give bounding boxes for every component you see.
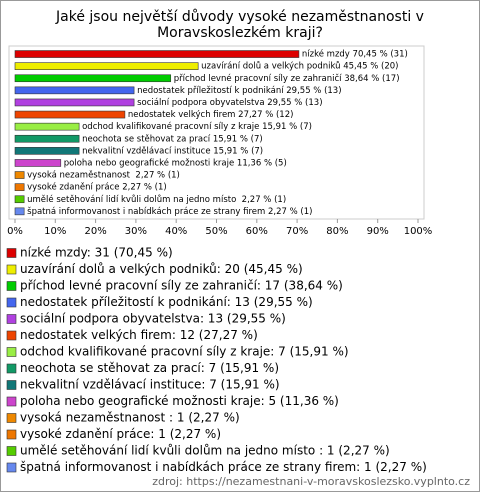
legend-swatch bbox=[6, 264, 17, 275]
legend-swatch bbox=[6, 347, 17, 357]
x-tick-label: 0% bbox=[7, 226, 23, 237]
value-label: poloha nebo geografické možnosti kraje 1… bbox=[64, 157, 287, 168]
x-tick-label: 30% bbox=[125, 226, 147, 237]
legend-label: vysoká nezaměstnanost : 1 (2,27 %) bbox=[20, 411, 240, 425]
value-label: nedostatek příležitostí k podnikání 29,5… bbox=[137, 86, 341, 96]
value-label: uzavírání dolů a velkých podniků 45,45 %… bbox=[201, 61, 398, 72]
bar bbox=[14, 147, 80, 155]
chart-title: Jaké jsou největší důvody vysoké nezaměs… bbox=[55, 9, 424, 25]
bar bbox=[14, 50, 300, 58]
legend-swatch bbox=[6, 297, 17, 308]
bar bbox=[14, 86, 135, 95]
legend-swatch bbox=[6, 462, 17, 473]
bar bbox=[14, 98, 135, 107]
chart-title: Moravskoslezkém kraji? bbox=[157, 25, 323, 41]
value-label: vysoké zdanění práce 2,27 % (1) bbox=[27, 182, 167, 193]
legend-swatch bbox=[6, 248, 17, 258]
legend-label: nízké mzdy: 31 (70,45 %) bbox=[20, 246, 173, 260]
legend-label: poloha nebo geografické možnosti kraje: … bbox=[20, 394, 339, 408]
x-tick-label: 70% bbox=[286, 226, 308, 237]
legend-label: příchod levné pracovní síly ze zahraničí… bbox=[20, 279, 343, 293]
legend-label: špatná informovanost i nabídkách práce z… bbox=[20, 460, 427, 474]
x-tick-label: 80% bbox=[326, 226, 348, 237]
legend-label: sociální podpora obyvatelstva: 13 (29,55… bbox=[20, 312, 286, 326]
value-label: vysoká nezaměstnanost 2,27 % (1) bbox=[27, 171, 180, 181]
x-tick-label: 60% bbox=[246, 226, 268, 237]
bar bbox=[14, 74, 172, 83]
value-label: nedostatek velkých firem 27,27 % (12) bbox=[128, 110, 294, 120]
value-label: sociální podpora obyvatelstva 29,55 % (1… bbox=[137, 98, 322, 108]
value-label: umělé setěhování lidí kvůli dolům na jed… bbox=[27, 194, 286, 205]
x-tick-label: 20% bbox=[84, 226, 106, 237]
legend-label: odchod kvalifikované pracovní síly z kra… bbox=[20, 345, 349, 359]
bar bbox=[14, 195, 25, 204]
bar bbox=[14, 122, 80, 131]
legend-label: neochota se stěhovat za prací: 7 (15,91 … bbox=[20, 361, 279, 375]
legend-swatch bbox=[6, 314, 17, 324]
bar bbox=[14, 183, 25, 191]
bar bbox=[14, 110, 126, 119]
legend-swatch bbox=[6, 363, 17, 374]
bar bbox=[14, 159, 62, 167]
legend-swatch bbox=[6, 281, 17, 291]
bar bbox=[14, 207, 25, 216]
legend-swatch bbox=[6, 380, 17, 390]
legend-swatch bbox=[6, 446, 17, 456]
legend-swatch bbox=[6, 413, 17, 423]
bar bbox=[14, 134, 80, 143]
bar bbox=[14, 62, 199, 70]
legend-label: nekvalitní vzdělávací instituce: 7 (15,9… bbox=[20, 378, 280, 392]
value-label: odchod kvalifikované pracovní síly z kra… bbox=[82, 121, 312, 132]
value-label: neochota se stěhovat za prací 15,91 % (7… bbox=[82, 134, 263, 144]
legend-label: vysoké zdanění práce: 1 (2,27 %) bbox=[20, 427, 221, 441]
legend-label: nedostatek příležitostí k podnikání: 13 … bbox=[20, 295, 313, 309]
x-tick-label: 90% bbox=[367, 226, 389, 237]
legend-swatch bbox=[6, 330, 17, 341]
legend-swatch bbox=[6, 396, 17, 407]
bar bbox=[14, 171, 25, 179]
value-label: nízké mzdy 70,45 % (31) bbox=[302, 49, 408, 60]
source: zdroj: https://nezamestnani-v-moravskosl… bbox=[152, 475, 470, 488]
legend-label: nedostatek velkých firem: 12 (27,27 %) bbox=[20, 328, 258, 342]
legend-swatch bbox=[6, 429, 17, 440]
x-tick-label: 100% bbox=[404, 226, 433, 237]
x-tick-label: 10% bbox=[44, 226, 66, 237]
x-tick-label: 50% bbox=[205, 226, 227, 237]
value-label: nekvalitní vzdělávací instituce 15,91 % … bbox=[82, 146, 263, 156]
x-tick-label: 40% bbox=[165, 226, 187, 237]
value-label: špatná informovanost i nabídkách práce z… bbox=[27, 206, 312, 217]
legend-label: umělé setěhování lidí kvůli dolům na jed… bbox=[20, 444, 390, 458]
legend-label: uzavírání dolů a velkých podniků: 20 (45… bbox=[20, 262, 303, 276]
value-label: příchod levné pracovní síly ze zahraničí… bbox=[174, 73, 400, 84]
